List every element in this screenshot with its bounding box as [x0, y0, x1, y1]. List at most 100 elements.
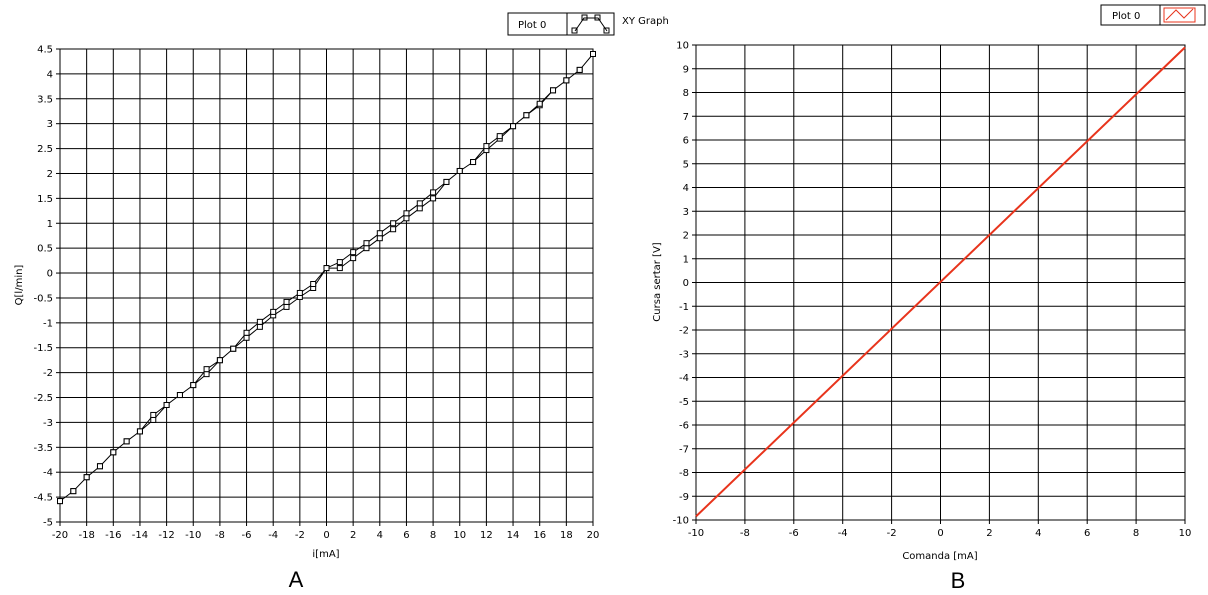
chart-a-data-point [496, 133, 503, 140]
chart-a-data-point [283, 303, 290, 310]
chart-a-data-point [163, 401, 170, 408]
chart-a-data-point [336, 259, 343, 266]
chart-a-data-point [590, 50, 596, 57]
chart-b-x-tick-label: 10 [1179, 528, 1192, 539]
chart-a-x-tick-label: -14 [132, 530, 148, 541]
chart-a-y-tick-label: -4 [43, 468, 53, 479]
chart-a-data-point [96, 463, 103, 470]
chart-b-y-tick-label: 6 [683, 136, 689, 147]
chart-a-x-tick-label: 4 [377, 530, 383, 541]
chart-a-data-point [376, 230, 383, 237]
chart-b-series [695, 46, 1186, 518]
chart-a-x-tick-label: 20 [587, 530, 600, 541]
chart-a-data-point [550, 87, 557, 94]
chart-a-y-tick-label: -3.5 [33, 443, 53, 454]
chart-a-x-ticks: -20 -18 -16 -14 -12 -10 -8 -6 -4 -2 0 2 4 6 8 10 12 14 16 1… [52, 522, 600, 541]
chart-a-data-point [403, 210, 410, 217]
chart-a-x-tick-label: -4 [268, 530, 278, 541]
chart-a-y-tick-label: -3 [43, 418, 53, 429]
chart-a-data-point [150, 416, 157, 423]
chart-b-x-tick-label: -6 [789, 528, 799, 539]
chart-a-x-tick-label: -10 [185, 530, 201, 541]
chart-a-y-tick-label: 4 [47, 69, 53, 80]
chart-b-legend-swatch-icon [1163, 7, 1196, 23]
chart-a-data-point [416, 200, 423, 207]
chart-b-y-tick-label: 3 [683, 207, 689, 218]
chart-a-data-point [256, 318, 263, 325]
chart-a-x-tick-label: 2 [350, 530, 356, 541]
chart-a-series [57, 50, 596, 505]
chart-a-data-point [376, 235, 383, 242]
chart-a-y-ticks: -5 -4.5 -4 -3.5 -3 -2.5 -2 -1.5 -1 -0.5 0 0.5 1 1.5 2 2… [33, 45, 60, 529]
chart-a-data-point [190, 382, 197, 389]
chart-a-y-tick-label: -2 [43, 368, 53, 379]
chart-a-y-tick-label: -1.5 [33, 343, 53, 354]
chart-a-data-point [216, 357, 223, 364]
chart-a-y-tick-label: -0.5 [33, 293, 53, 304]
chart-a-data-point [243, 329, 250, 336]
chart-a-data-point [270, 308, 277, 315]
chart-b-y-tick-label: 10 [676, 41, 689, 52]
chart-b-y-tick-label: -3 [679, 349, 689, 360]
chart-a: -5 -4.5 -4 -3.5 -3 -2.5 -2 -1.5 -1 -0.5 0 0.5 1 1.5 2 2… [14, 12, 669, 592]
chart-a-y-tick-label: 4.5 [37, 45, 53, 56]
chart-a-panel-letter: A [289, 567, 304, 592]
chart-a-data-point [350, 249, 357, 256]
chart-a-y-tick-label: -5 [43, 518, 53, 529]
chart-a-x-tick-label: 10 [453, 530, 466, 541]
chart-a-data-point [136, 428, 143, 435]
chart-a-data-point [523, 112, 530, 119]
chart-b-x-tick-label: 4 [1035, 528, 1041, 539]
chart-a-data-point [110, 449, 117, 456]
chart-a-data-point [443, 178, 450, 185]
chart-b-x-tick-label: 2 [986, 528, 992, 539]
chart-a-y-tick-label: 2.5 [37, 144, 53, 155]
chart-a-x-tick-label: 0 [323, 530, 329, 541]
chart-b-legend[interactable]: Plot 0 [1100, 4, 1206, 26]
chart-a-data-point [390, 220, 397, 227]
chart-a-grid [59, 48, 594, 523]
chart-b-y-tick-label: -4 [679, 373, 689, 384]
chart-a-legend[interactable]: Plot 0 XY Graph [507, 12, 669, 36]
chart-a-data-point [430, 195, 437, 202]
chart-a-data-point [483, 143, 490, 150]
chart-b-y-axis-label: Cursa sertar [V] [652, 242, 663, 322]
chart-a-data-point [296, 289, 303, 296]
chart-a-y-tick-label: 1.5 [37, 194, 53, 205]
chart-b-x-axis-label: Comanda [mA] [902, 551, 977, 562]
chart-b-y-tick-label: -5 [679, 397, 689, 408]
chart-a-data-point [70, 488, 77, 495]
chart-a-x-tick-label: -8 [215, 530, 225, 541]
chart-b-y-tick-label: -8 [679, 468, 689, 479]
chart-a-y-tick-label: -2.5 [33, 393, 53, 404]
chart-a-data-point [456, 167, 463, 174]
chart-a-data-point [350, 255, 357, 262]
chart-a-data-point [563, 77, 570, 84]
chart-a-data-point [123, 438, 130, 445]
chart-b-x-tick-label: -10 [688, 528, 704, 539]
chart-b-y-tick-label: -7 [679, 444, 689, 455]
chart-b-x-tick-label: -4 [838, 528, 848, 539]
chart-a-data-point [470, 159, 477, 166]
chart-a-legend-swatch-icon [571, 14, 610, 34]
chart-b-y-tick-label: 4 [683, 183, 689, 194]
chart-a-data-point [390, 226, 397, 233]
chart-a-y-tick-label: 1 [47, 219, 53, 230]
chart-a-data-point [323, 265, 330, 272]
chart-b-x-tick-label: 0 [937, 528, 943, 539]
chart-b-x-tick-label: -8 [740, 528, 750, 539]
chart-b-y-tick-label: 8 [683, 88, 689, 99]
chart-a-y-tick-label: 0 [47, 269, 53, 280]
chart-b-x-ticks: -10 -8 -6 -4 -2 0 2 4 6 8 10 [688, 520, 1192, 539]
chart-a-data-point [150, 411, 157, 418]
chart-a-x-axis-label: i[mA] [312, 549, 339, 560]
chart-a-y-tick-label: -1 [43, 318, 53, 329]
chart-a-x-tick-label: 12 [480, 530, 493, 541]
chart-a-data-point [576, 66, 583, 73]
chart-b-y-tick-label: 5 [683, 159, 689, 170]
chart-a-data-point [363, 240, 370, 247]
chart-b-y-tick-label: 7 [683, 112, 689, 123]
